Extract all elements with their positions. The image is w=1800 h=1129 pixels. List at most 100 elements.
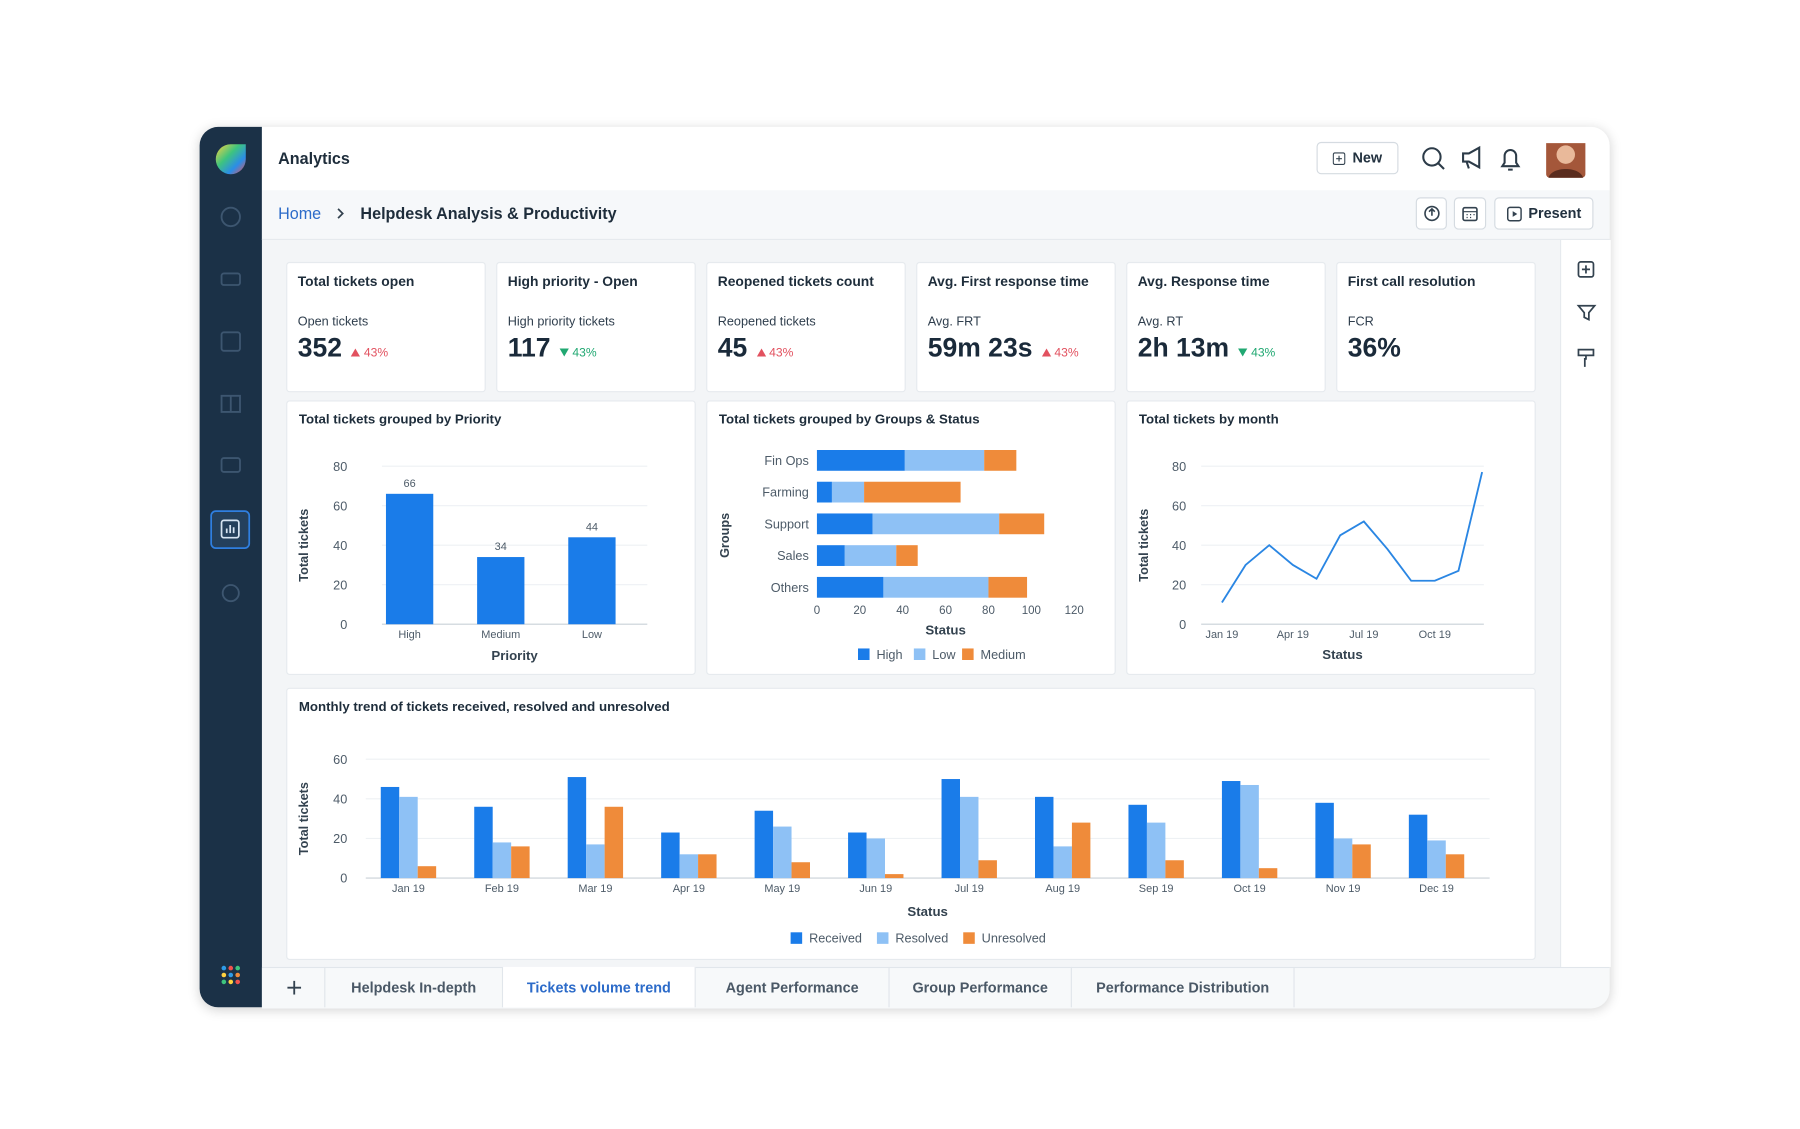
bar	[586, 844, 605, 879]
kpi-change: 43%	[1238, 346, 1275, 359]
kpi-row: 117 43%	[508, 332, 597, 363]
tab[interactable]: Tickets volume trend	[503, 966, 696, 1008]
kpi-label: Avg. FRT	[927, 314, 981, 329]
apps-grid[interactable]	[221, 965, 240, 985]
x-tick-label: High	[398, 629, 421, 641]
export-button[interactable]	[1415, 197, 1447, 230]
x-tick-label: 0	[814, 605, 820, 617]
kpi-title: Avg. First response time	[927, 273, 1089, 290]
bar-segment	[904, 449, 985, 471]
kpi-row: 59m 23s 43%	[928, 332, 1079, 363]
bar	[1221, 781, 1241, 879]
tab[interactable]: Agent Performance	[696, 966, 890, 1008]
legend-label: Received	[809, 932, 862, 946]
kpi-change-value: 43%	[363, 345, 389, 360]
bar	[568, 537, 616, 625]
bar	[848, 832, 867, 879]
chart: Total tickets Status 0 20 40 60 80 Jan 19 Apr 19…	[1137, 460, 1484, 662]
trend-arrow	[351, 348, 361, 357]
y-tick-label: 80	[1172, 460, 1186, 474]
bar	[1053, 846, 1072, 879]
bar-segment	[864, 481, 961, 503]
bar	[1240, 784, 1259, 879]
format-icon[interactable]	[1577, 348, 1595, 367]
bar	[477, 557, 525, 625]
x-tick-label: Oct 19	[1419, 629, 1451, 641]
x-tick-label: 120	[1065, 605, 1084, 617]
line	[1221, 471, 1484, 603]
nav-icon[interactable]	[220, 272, 241, 286]
header-icons	[1422, 143, 1586, 178]
bar	[773, 826, 792, 879]
add-tab[interactable]	[263, 966, 326, 1008]
x-tick-label: Apr 19	[673, 883, 705, 895]
right-rail	[1559, 239, 1611, 967]
bell-icon[interactable]	[1500, 148, 1521, 171]
kpi-label: FCR	[1347, 314, 1374, 329]
y-axis-label: Total tickets	[1137, 509, 1151, 582]
announce-icon[interactable]	[1462, 145, 1481, 170]
bar	[399, 796, 418, 879]
y-axis-label: Total tickets	[297, 509, 311, 582]
x-tick-label: 20	[853, 605, 866, 617]
kpi-card: High priority - Open High priority ticket…	[496, 261, 696, 393]
new-button[interactable]: New	[1316, 141, 1399, 175]
bar-segment	[816, 545, 845, 566]
kpi-change-value: 43%	[572, 345, 597, 360]
legend-label: Unresolved	[982, 932, 1046, 946]
search-icon[interactable]	[1422, 147, 1442, 167]
top-bar	[261, 126, 1610, 191]
value-label: 44	[586, 521, 598, 533]
trend-arrow	[559, 348, 569, 357]
kpi-card: Reopened tickets count Reopened tickets 45…	[706, 261, 906, 393]
bar	[604, 806, 624, 879]
bar	[474, 806, 493, 879]
kpi-value: 45	[717, 332, 748, 363]
bar	[1146, 822, 1166, 879]
calendar-button[interactable]	[1453, 197, 1487, 230]
nav-icon[interactable]	[220, 206, 241, 228]
tab[interactable]: Helpdesk In-depth	[325, 966, 504, 1008]
chart: Total tickets Priority 0 20 40 60 80 High Medium…	[297, 460, 648, 663]
new-label: New	[1352, 149, 1383, 167]
bar	[492, 842, 512, 879]
chart-title: Total tickets by month	[1138, 413, 1279, 427]
bar-segment	[984, 449, 1017, 471]
breadcrumb-home[interactable]: Home	[278, 204, 322, 223]
add-widget-icon[interactable]	[1577, 261, 1595, 278]
logo[interactable]	[215, 144, 246, 175]
kpi-label: Reopened tickets	[717, 314, 816, 329]
present-button[interactable]: Present	[1494, 197, 1594, 230]
bar	[941, 779, 960, 879]
tab[interactable]: Performance Distribution	[1072, 966, 1295, 1008]
y-tick-label: 40	[1172, 539, 1186, 553]
breadcrumb-current: Helpdesk Analysis & Productivity	[360, 204, 617, 223]
nav-icon[interactable]	[220, 394, 241, 413]
x-tick-label: Jul 19	[955, 883, 984, 895]
kpi-value: 2h 13m	[1137, 332, 1230, 363]
bar	[754, 810, 774, 879]
nav-icon[interactable]	[221, 584, 240, 603]
filter-icon[interactable]	[1576, 304, 1597, 322]
kpi-row: 45 43%	[718, 332, 794, 363]
nav-icon[interactable]	[220, 457, 241, 473]
nav-icon[interactable]	[220, 331, 241, 352]
kpi-change: 43%	[756, 346, 793, 359]
bar	[679, 854, 699, 879]
value-label: 66	[404, 478, 416, 490]
bar-segment	[883, 576, 989, 598]
bar	[1427, 840, 1446, 879]
x-tick-label: Dec 19	[1419, 883, 1454, 895]
kpi-change-value: 43%	[1054, 345, 1079, 360]
kpi-card: Total tickets open Open tickets 352 43%	[286, 261, 486, 393]
tab[interactable]: Group Performance	[890, 966, 1072, 1008]
x-axis-label: Priority	[491, 648, 538, 663]
x-tick-label: 100	[1022, 605, 1041, 617]
x-tick-label: Oct 19	[1233, 883, 1265, 895]
chart-card: Total tickets grouped by Groups & Status…	[706, 400, 1116, 675]
tab-bar	[261, 966, 1610, 1009]
kpi-value: 117	[507, 332, 551, 363]
plus-icon	[1332, 151, 1346, 165]
